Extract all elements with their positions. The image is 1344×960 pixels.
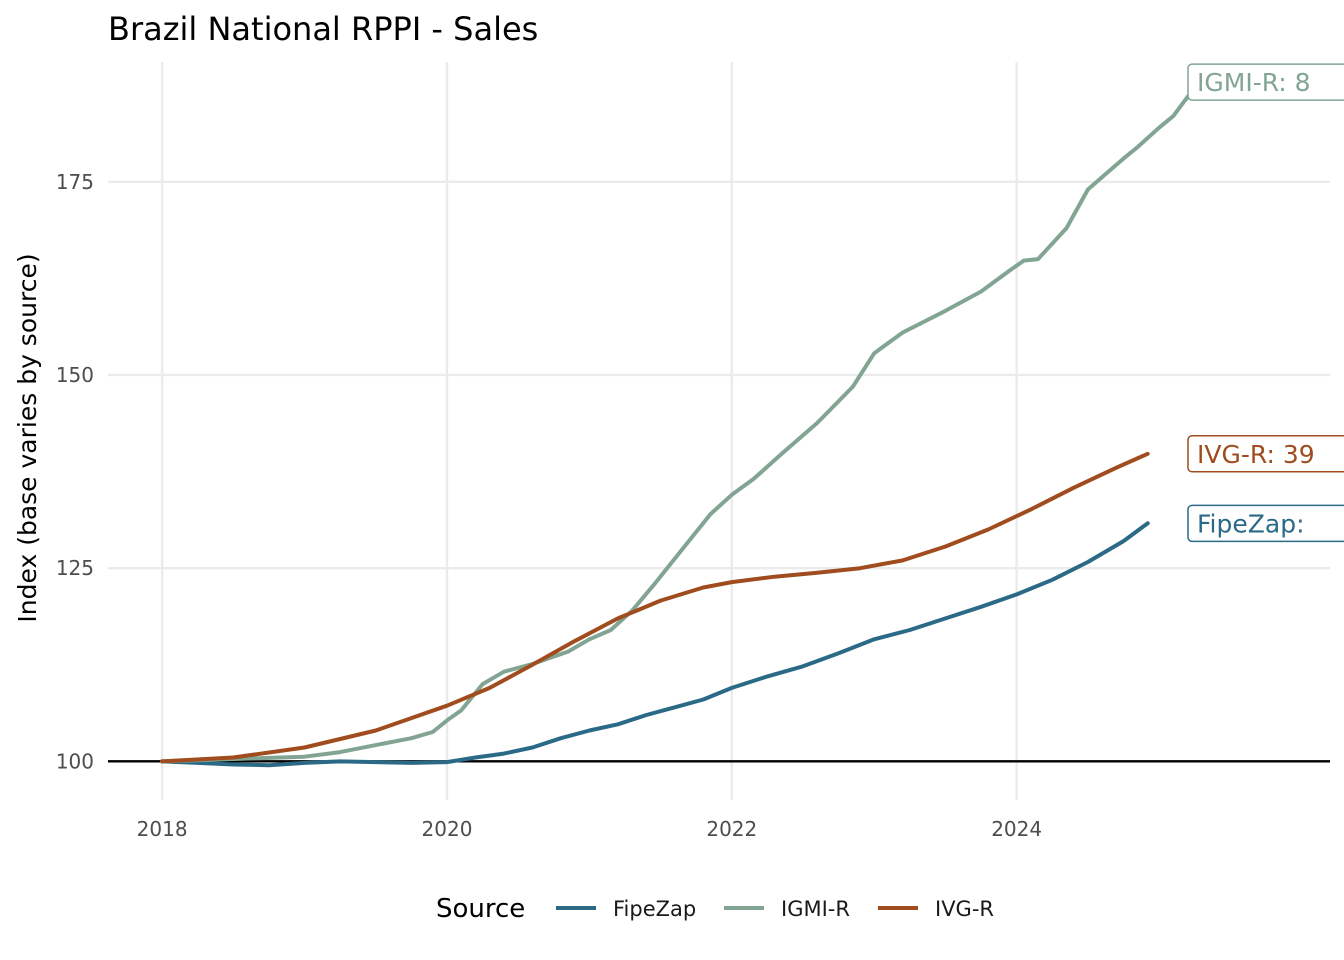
x-tick-label: 2022 — [706, 817, 757, 841]
end-label-box-IVG-R — [1187, 435, 1344, 473]
legend: Source FipeZap IGMI-R IVG-R — [436, 894, 994, 924]
legend-label-IVG-R: IVG-R — [935, 897, 994, 921]
y-tick-label: 150 — [56, 363, 94, 387]
series-line-IGMI-R — [160, 80, 1216, 764]
x-axis-ticks: 2018 2020 2022 2024 — [137, 817, 1042, 841]
end-labels: FipeZap: IGMI-R: 8 IVG-R: 39 — [1187, 63, 1344, 543]
series-lines — [160, 80, 1216, 768]
y-tick-label: 175 — [56, 170, 94, 194]
chart-title: Brazil National RPPI - Sales — [108, 10, 538, 48]
end-label-box-IGMI-R — [1187, 63, 1344, 101]
end-label-FipeZap: FipeZap: — [1197, 509, 1305, 538]
end-label-IGMI-R: IGMI-R: 8 — [1197, 68, 1311, 97]
legend-label-FipeZap: FipeZap — [613, 897, 696, 921]
legend-label-IGMI-R: IGMI-R — [781, 897, 850, 921]
x-tick-label: 2020 — [422, 817, 473, 841]
grid-lines — [108, 62, 1330, 800]
x-tick-label: 2024 — [991, 817, 1042, 841]
series-line-FipeZap — [160, 521, 1150, 768]
legend-title: Source — [436, 894, 525, 924]
x-tick-label: 2018 — [137, 817, 188, 841]
end-label-IVG-R: IVG-R: 39 — [1197, 440, 1315, 469]
series-line-IVG-R — [160, 451, 1150, 764]
y-tick-label: 100 — [56, 749, 94, 773]
y-axis-title: Index (base varies by source) — [13, 253, 42, 622]
y-axis-ticks: 100 125 150 175 — [56, 170, 94, 774]
end-label-box-FipeZap — [1187, 504, 1344, 543]
y-tick-label: 125 — [56, 556, 94, 580]
